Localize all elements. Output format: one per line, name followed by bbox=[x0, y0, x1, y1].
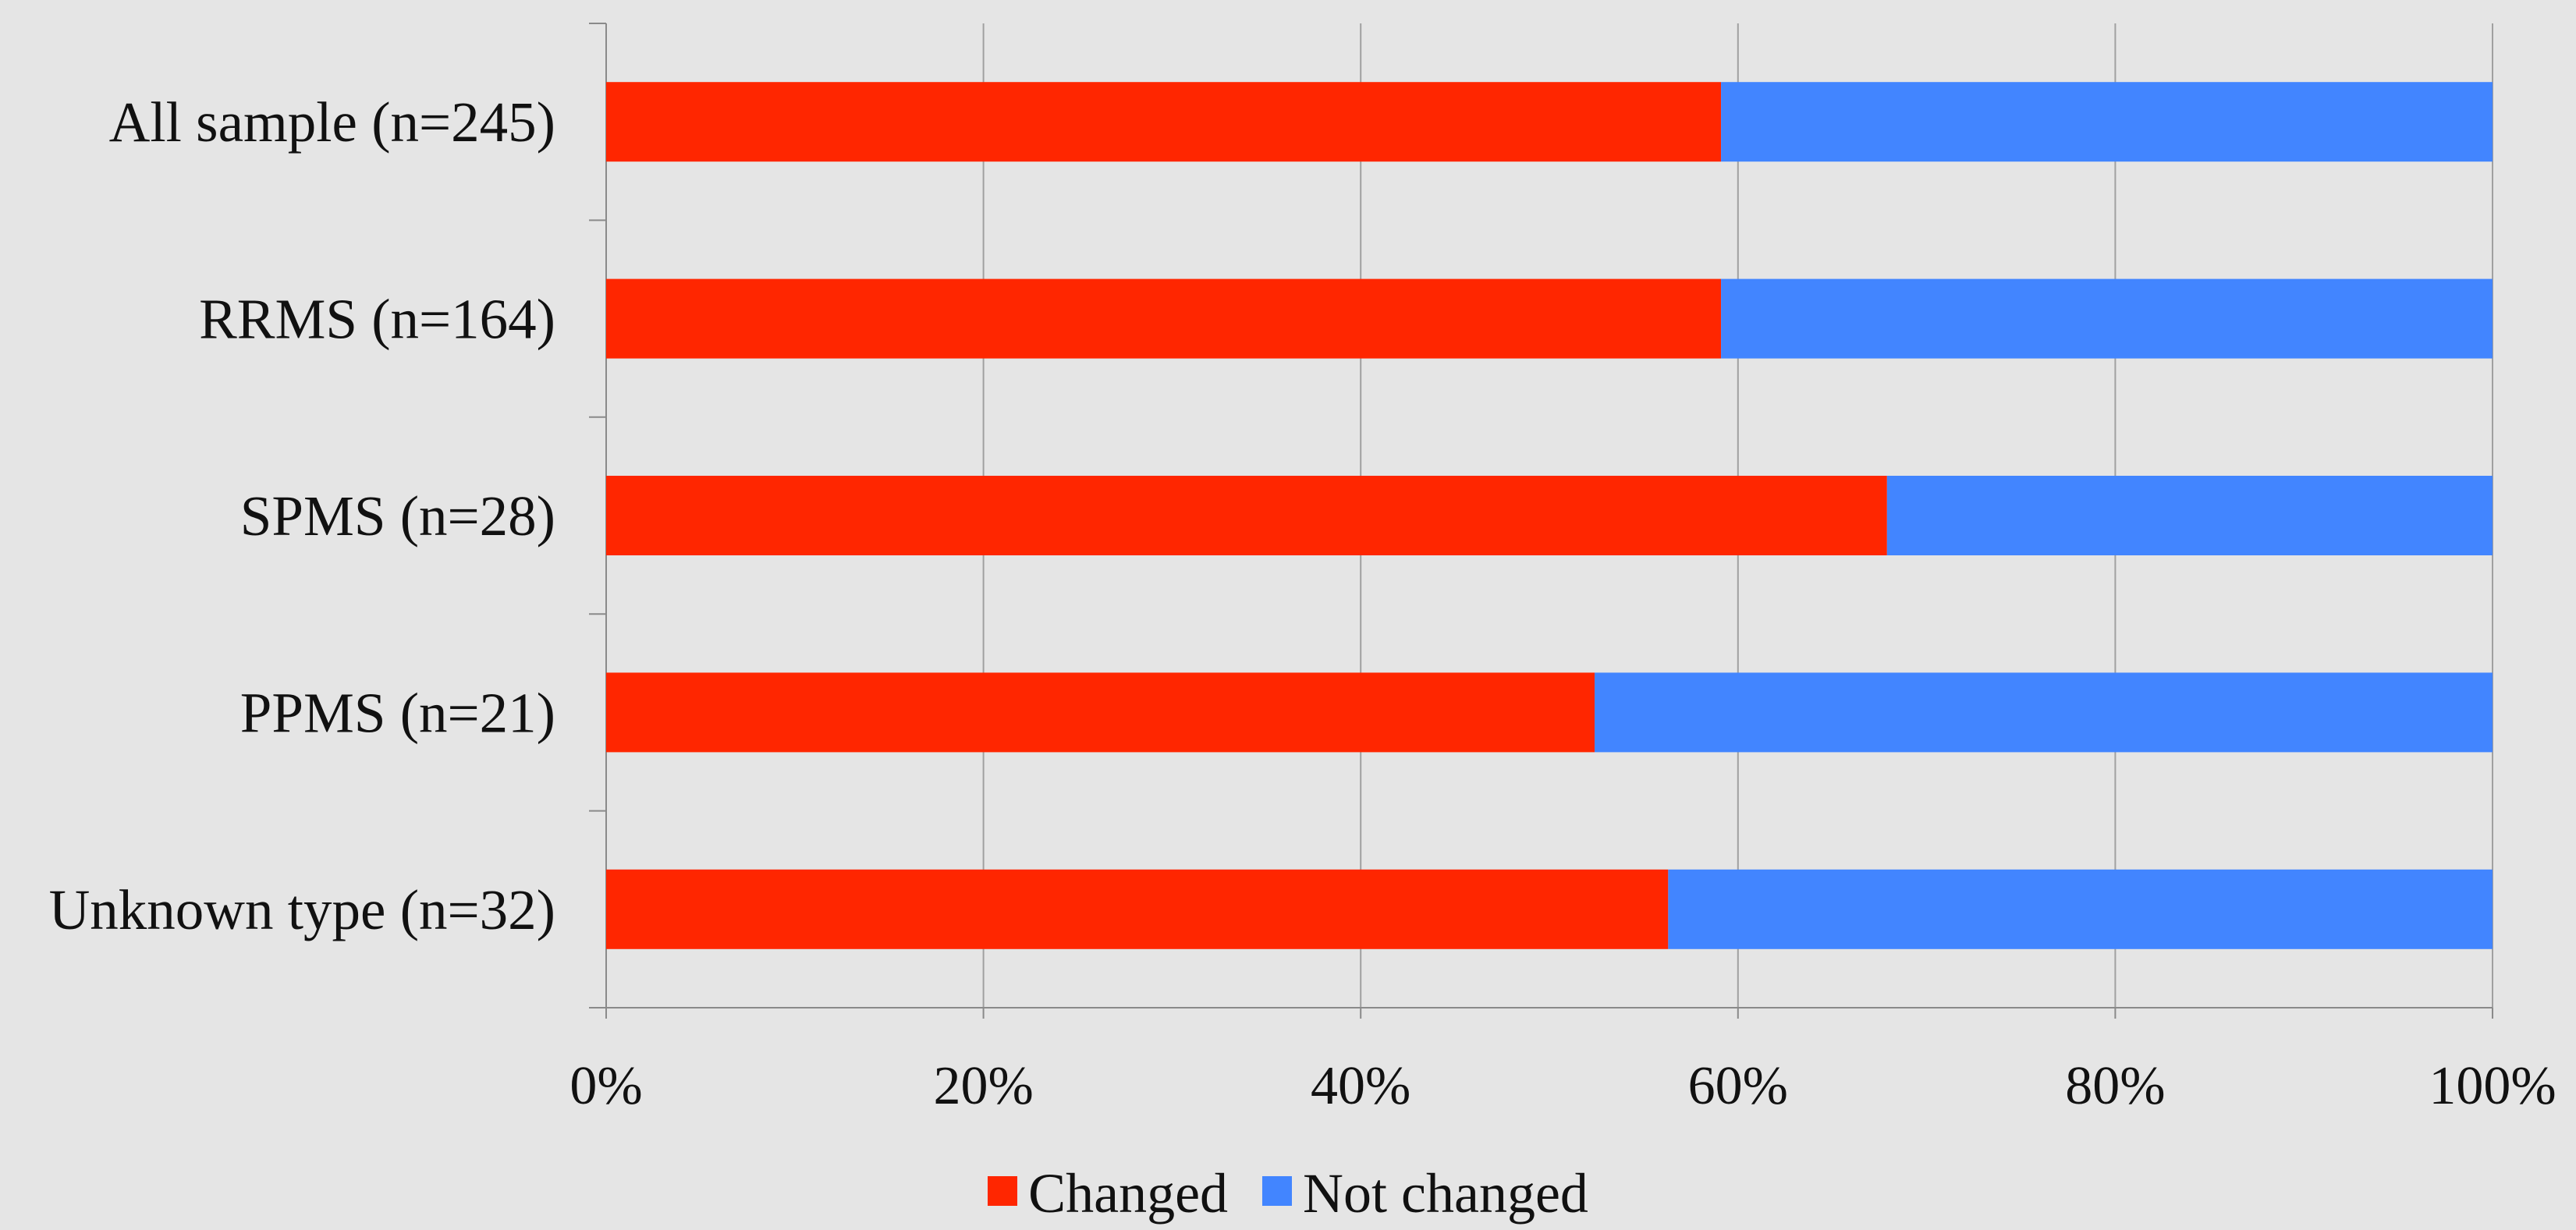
bar-changed bbox=[606, 672, 1595, 753]
y-tick-label: RRMS (n=164) bbox=[199, 288, 555, 351]
y-tick-label: PPMS (n=21) bbox=[240, 681, 555, 744]
legend-item-changed: Changed bbox=[988, 1165, 1228, 1221]
x-tick-label: 60% bbox=[1688, 1056, 1788, 1116]
x-tick-label: 100% bbox=[2429, 1056, 2556, 1116]
bar-not-changed bbox=[1595, 672, 2493, 753]
x-tick-label: 0% bbox=[569, 1056, 642, 1116]
y-tick-label: SPMS (n=28) bbox=[240, 484, 555, 548]
legend-label-not-changed: Not changed bbox=[1303, 1162, 1588, 1225]
bar-not-changed bbox=[1721, 278, 2493, 359]
bar-not-changed bbox=[1668, 869, 2493, 949]
x-tick-label: 20% bbox=[933, 1056, 1033, 1116]
x-tick-label: 80% bbox=[2065, 1056, 2165, 1116]
bar-not-changed bbox=[1721, 82, 2493, 162]
bar-not-changed bbox=[1886, 476, 2493, 555]
bar-changed bbox=[606, 278, 1722, 359]
bar-changed bbox=[606, 82, 1722, 162]
bar-changed bbox=[606, 476, 1887, 555]
x-tick-label: 40% bbox=[1311, 1056, 1410, 1116]
bar-changed bbox=[606, 869, 1669, 949]
y-tick-label: Unknown type (n=32) bbox=[49, 878, 555, 941]
legend: Changed Not changed bbox=[0, 1162, 2576, 1225]
legend-label-changed: Changed bbox=[1028, 1162, 1229, 1225]
legend-item-not-changed: Not changed bbox=[1262, 1165, 1588, 1221]
y-tick-label: All sample (n=245) bbox=[109, 90, 555, 154]
legend-swatch-not-changed bbox=[1262, 1176, 1293, 1206]
legend-swatch-changed bbox=[988, 1176, 1018, 1206]
